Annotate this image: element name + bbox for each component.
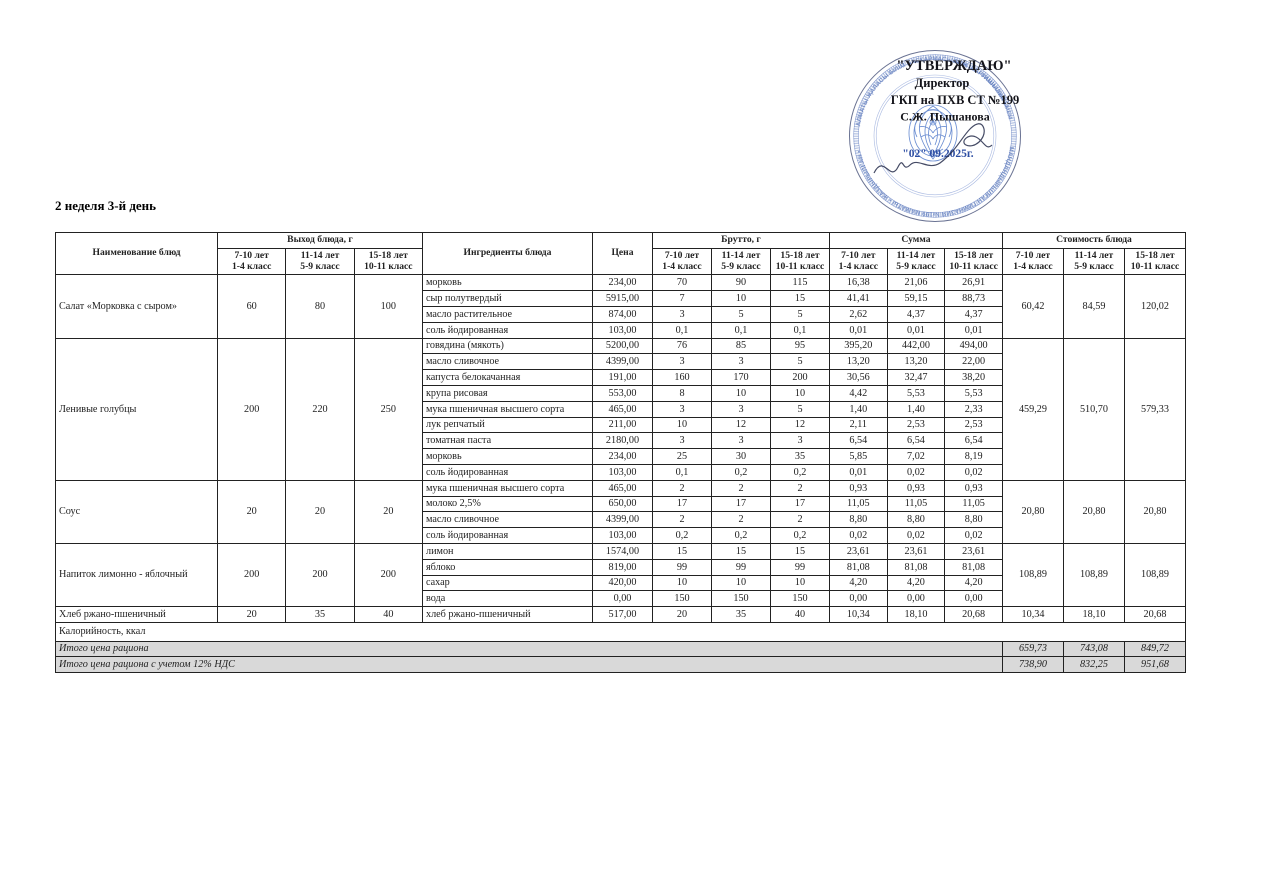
svg-text:"УТВЕРЖДАЮ": "УТВЕРЖДАЮ" [896,58,1011,74]
svg-text:С.Ж. Пышанова: С.Ж. Пышанова [900,110,989,124]
svg-text:Директор: Директор [915,76,970,90]
svg-text:ГКП на ПХВ СТ №199: ГКП на ПХВ СТ №199 [891,93,1019,107]
svg-text:"02" 09.2025г.: "02" 09.2025г. [902,148,973,160]
